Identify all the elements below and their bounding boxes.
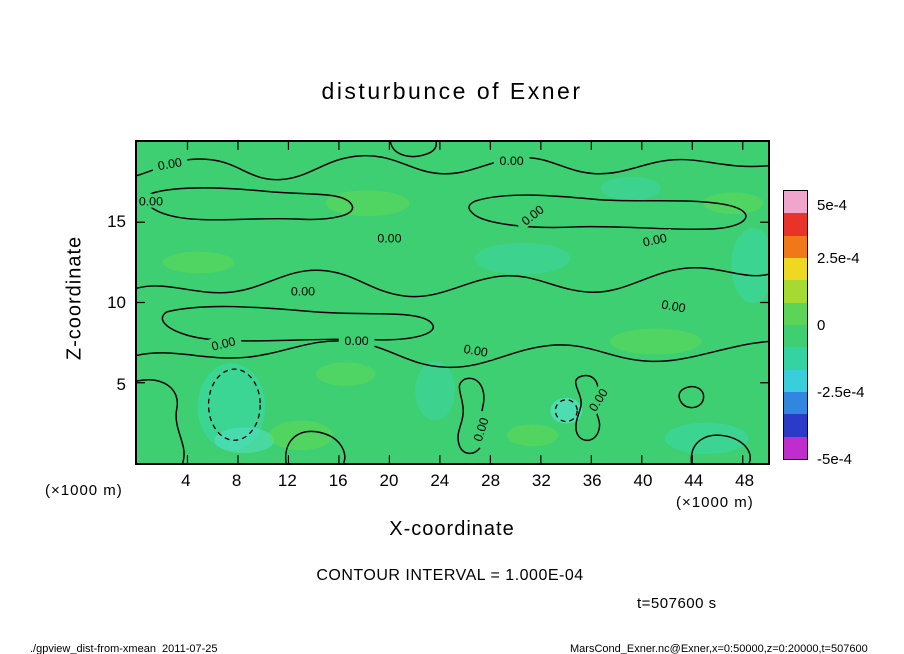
x-tick-label: 12 [277,471,297,490]
y-tick-label: 10 [107,293,126,312]
x-tick-label: 28 [481,471,501,490]
contour-label-bg [457,340,495,360]
colorbar-segment [784,369,807,392]
contour-lines [137,142,768,463]
plot-title: disturbunce of Exner [321,78,583,104]
contour-line [389,142,438,158]
field-tone-patches [162,176,768,455]
x-tick-label: 44 [684,471,704,490]
colorbar-tick-label: 0 [817,317,826,334]
colorbar-segment [784,391,807,415]
contour-label-bg [137,193,169,208]
x-tick-label: 40 [633,471,653,490]
x-tick-label: 24 [430,471,450,490]
colorbar-tick-label: -5e-4 [817,451,853,468]
x-tick-label: 8 [231,471,242,490]
contour-line [137,155,768,181]
contour-label-bg [654,295,693,316]
colorbar-segments [784,191,807,459]
colorbar-tick-label: 2.5e-4 [817,250,860,267]
contour-interval-note: CONTOUR INTERVAL = 1.000E-04 [316,567,584,584]
contour-labels: 0.00 0.00 0.00 0.00 0.00 0.00 0.00 0.00 … [137,153,693,449]
y-tick-label: 15 [107,212,126,231]
colorbar-segment [784,213,807,236]
contour-label-bg [513,198,551,232]
contour-line [457,377,485,455]
y-tick-label: 5 [116,375,126,394]
footer-right: MarsCond_Exner.nc@Exner,x=0:50000,z=0:20… [570,643,868,654]
colorbar-segment [784,347,807,370]
colorbar-segment [784,436,807,459]
contour-label: 0.00 [463,342,489,360]
x-unit-label-left: (×1000 m) [45,482,123,499]
x-tick-label: 4 [181,471,191,490]
contour-label-bg [338,333,375,347]
colorbar-tick-label: 5e-4 [817,197,848,214]
colorbar-segment [784,257,807,281]
contour-lines-dashed [207,368,578,441]
contour-line [137,340,768,368]
contour-label: 0.00 [345,334,369,348]
x-unit-label-right: (×1000 m) [676,494,754,511]
colorbar [783,190,808,460]
footer-left: ./gpview_dist-from-xmean 2011-07-25 [30,643,218,654]
contour-label: 0.00 [157,155,183,173]
contour-label: 0.00 [377,231,401,245]
contour-line-dashed [554,399,578,423]
colorbar-segment [784,324,807,348]
contour-line [678,385,705,409]
x-tick-label: 36 [582,471,602,490]
contour-plot: 0.00 0.00 0.00 0.00 0.00 0.00 0.00 0.00 … [137,142,768,463]
colorbar-tick-label: -2.5e-4 [817,384,865,401]
time-label: t=507600 s [637,595,717,612]
contour-label-bg [468,410,493,449]
contour-label-bg [285,283,321,298]
contour-label: 0.00 [139,195,163,209]
x-tick-label: 16 [328,471,348,490]
contour-line [137,379,185,463]
contour-label-bg [150,153,189,174]
x-tick-label: 48 [735,471,755,490]
colorbar-segment [784,191,807,214]
contour-line [137,267,768,298]
contour-label: 0.00 [660,297,686,315]
contour-label: 0.00 [642,231,669,250]
plot-area: 0.00 0.00 0.00 0.00 0.00 0.00 0.00 0.00 … [135,140,770,465]
contour-line [690,434,751,463]
contour-label-bg [582,380,614,419]
contour-label: 0.00 [291,285,315,299]
colorbar-segment [784,302,807,325]
axis-ticks [137,142,768,463]
colorbar-segment [784,235,807,258]
contour-line-dashed [207,368,261,441]
colorbar-segment [784,414,807,437]
contour-label: 0.00 [500,154,524,168]
contour-label-bg [493,153,530,168]
contour-line [468,194,747,231]
x-tick-label: 32 [531,471,551,490]
colorbar-segment [784,280,807,303]
contour-line [146,187,354,221]
contour-label: 0.00 [210,334,237,353]
contour-label-bg [204,332,243,355]
contour-line [284,430,346,463]
x-axis-label: X-coordinate [389,518,515,540]
contour-label-bg [635,228,674,250]
x-tick-label: 20 [379,471,399,490]
contour-label-bg [371,230,408,245]
